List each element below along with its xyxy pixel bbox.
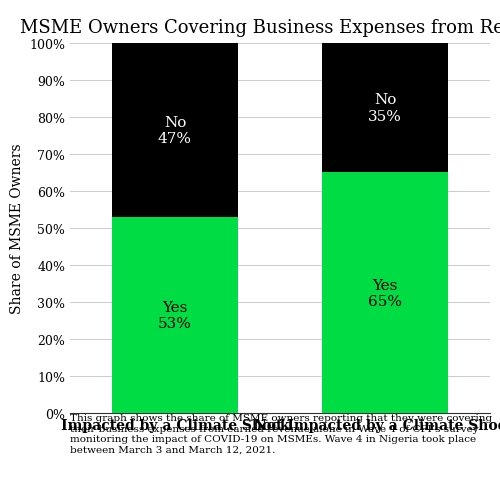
Text: Yes
53%: Yes 53% [158,301,192,331]
Text: No
35%: No 35% [368,93,402,123]
Bar [112,217,238,413]
Text: No
47%: No 47% [158,115,192,146]
Text: Yes
65%: Yes 65% [368,278,402,308]
Bar [322,44,448,173]
Text: MSME Owners Covering Business Expenses from Revenue: MSME Owners Covering Business Expenses f… [20,18,500,36]
Y-axis label: Share of MSME Owners: Share of MSME Owners [10,143,24,314]
Bar [322,173,448,413]
Text: This graph shows the share of MSME owners reporting that they were covering thei: This graph shows the share of MSME owner… [70,413,492,454]
Bar [112,44,238,217]
